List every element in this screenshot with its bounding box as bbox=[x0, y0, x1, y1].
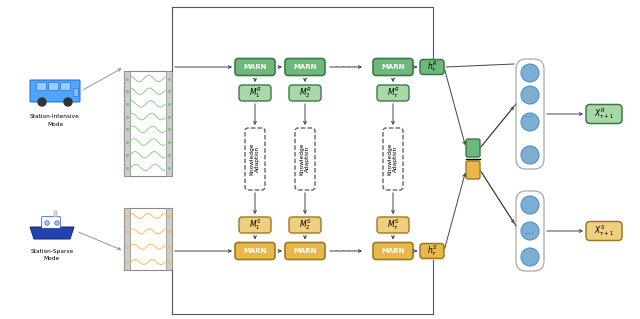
FancyBboxPatch shape bbox=[235, 58, 275, 76]
Text: $M_1^S$: $M_1^S$ bbox=[249, 218, 261, 233]
FancyBboxPatch shape bbox=[295, 128, 315, 190]
FancyBboxPatch shape bbox=[289, 217, 321, 233]
Text: ...: ... bbox=[525, 226, 534, 236]
Text: Station-Intensive: Station-Intensive bbox=[30, 114, 80, 118]
FancyBboxPatch shape bbox=[466, 161, 480, 179]
Bar bbox=[124, 70, 172, 175]
Text: Knowledge
Adaption: Knowledge Adaption bbox=[250, 143, 260, 175]
Circle shape bbox=[521, 146, 539, 164]
Text: Mode: Mode bbox=[47, 122, 63, 127]
Circle shape bbox=[38, 98, 46, 106]
Text: MARN: MARN bbox=[381, 248, 404, 254]
FancyBboxPatch shape bbox=[239, 217, 271, 233]
FancyBboxPatch shape bbox=[245, 128, 265, 190]
Circle shape bbox=[55, 221, 60, 225]
Circle shape bbox=[45, 221, 49, 225]
FancyBboxPatch shape bbox=[377, 217, 409, 233]
Text: MARN: MARN bbox=[243, 64, 267, 70]
FancyBboxPatch shape bbox=[239, 85, 271, 101]
Text: MARN: MARN bbox=[381, 64, 404, 70]
Circle shape bbox=[521, 113, 539, 131]
Text: $X_{\tau+1}^S$: $X_{\tau+1}^S$ bbox=[594, 224, 614, 238]
Text: $h_\tau^R$: $h_\tau^R$ bbox=[427, 60, 437, 74]
FancyBboxPatch shape bbox=[373, 242, 413, 259]
FancyBboxPatch shape bbox=[61, 83, 70, 90]
FancyBboxPatch shape bbox=[285, 242, 325, 259]
Polygon shape bbox=[30, 227, 74, 239]
FancyBboxPatch shape bbox=[49, 83, 58, 90]
FancyBboxPatch shape bbox=[586, 221, 622, 241]
Text: Knowledge
Adaption: Knowledge Adaption bbox=[388, 143, 398, 175]
Text: $X_{\tau+1}^R$: $X_{\tau+1}^R$ bbox=[594, 107, 614, 122]
Text: MARN: MARN bbox=[293, 64, 317, 70]
Circle shape bbox=[521, 64, 539, 82]
Text: · · · · ·: · · · · · bbox=[336, 63, 362, 71]
FancyBboxPatch shape bbox=[289, 85, 321, 101]
Text: Mode: Mode bbox=[44, 256, 60, 262]
Circle shape bbox=[521, 222, 539, 240]
Bar bbox=[54, 211, 57, 217]
Bar bbox=[124, 208, 172, 270]
Circle shape bbox=[521, 248, 539, 266]
FancyBboxPatch shape bbox=[377, 85, 409, 101]
Bar bbox=[73, 88, 78, 96]
Text: MARN: MARN bbox=[243, 248, 267, 254]
FancyBboxPatch shape bbox=[516, 59, 544, 169]
FancyBboxPatch shape bbox=[586, 105, 622, 123]
FancyBboxPatch shape bbox=[516, 191, 544, 271]
FancyBboxPatch shape bbox=[383, 128, 403, 190]
FancyBboxPatch shape bbox=[235, 242, 275, 259]
Bar bbox=[166, 70, 172, 175]
FancyBboxPatch shape bbox=[285, 58, 325, 76]
Text: $h_\tau^S$: $h_\tau^S$ bbox=[427, 243, 437, 258]
Bar bbox=[124, 70, 130, 175]
FancyBboxPatch shape bbox=[420, 60, 444, 75]
Text: $M_\tau^R$: $M_\tau^R$ bbox=[387, 85, 399, 100]
Circle shape bbox=[521, 196, 539, 214]
Bar bbox=[124, 208, 130, 270]
FancyBboxPatch shape bbox=[373, 58, 413, 76]
Text: MARN: MARN bbox=[293, 248, 317, 254]
Text: $M_1^R$: $M_1^R$ bbox=[249, 85, 261, 100]
Bar bbox=[166, 208, 172, 270]
FancyBboxPatch shape bbox=[420, 243, 444, 258]
Text: $M_\tau^S$: $M_\tau^S$ bbox=[387, 218, 399, 233]
Circle shape bbox=[64, 98, 72, 106]
Text: $M_2^S$: $M_2^S$ bbox=[299, 218, 311, 233]
Text: Station-Sparse: Station-Sparse bbox=[30, 249, 74, 254]
Text: Knowledge
Adaption: Knowledge Adaption bbox=[300, 143, 310, 175]
Text: ...: ... bbox=[525, 109, 534, 119]
Text: $M_2^R$: $M_2^R$ bbox=[299, 85, 311, 100]
FancyBboxPatch shape bbox=[36, 83, 46, 90]
Text: · · · · ·: · · · · · bbox=[336, 247, 362, 256]
FancyBboxPatch shape bbox=[466, 139, 480, 157]
Circle shape bbox=[521, 86, 539, 104]
FancyBboxPatch shape bbox=[42, 217, 60, 228]
FancyBboxPatch shape bbox=[30, 80, 80, 102]
